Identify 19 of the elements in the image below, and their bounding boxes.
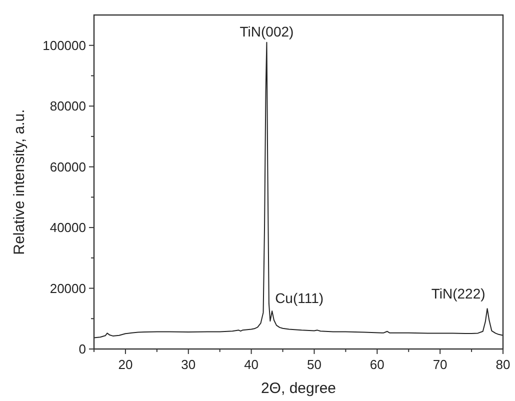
annotation: TiN(222) bbox=[431, 286, 486, 302]
x-tick-label: 50 bbox=[306, 357, 322, 372]
y-tick-label: 40000 bbox=[50, 220, 86, 236]
x-tick-label: 60 bbox=[370, 357, 384, 372]
y-tick-label: 0 bbox=[78, 342, 86, 356]
x-tick-label: 30 bbox=[181, 357, 196, 372]
x-tick-label: 20 bbox=[118, 357, 133, 372]
x-tick-label: 70 bbox=[432, 357, 448, 372]
line-series bbox=[94, 42, 504, 338]
annotation: TiN(002) bbox=[240, 23, 294, 40]
y-tick-label: 20000 bbox=[50, 280, 86, 296]
y-tick-label: 80000 bbox=[50, 98, 86, 114]
x-tick-label: 40 bbox=[244, 357, 259, 372]
y-tick-label: 100000 bbox=[42, 38, 86, 53]
x-axis-title: 2Θ, degree bbox=[260, 380, 336, 397]
x-tick-label: 80 bbox=[496, 357, 510, 372]
y-tick-label: 60000 bbox=[50, 159, 86, 174]
y-axis-title: Relative intensity, a.u. bbox=[11, 109, 28, 255]
annotation: Cu(111) bbox=[275, 290, 324, 306]
